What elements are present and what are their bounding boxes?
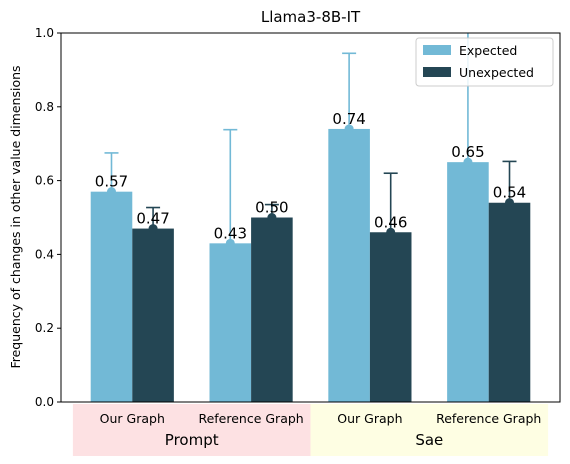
y-axis-label: Frequency of changes in other value dime… (8, 65, 23, 368)
x-axis: Prompt Sae Our Graph Reference Graph Our Gra… (100, 411, 542, 449)
point-marker-unexpected-1 (267, 213, 277, 222)
point-marker-expected-3 (463, 157, 473, 167)
data-label-expected-2: 0.74 (332, 110, 365, 128)
data-label-expected-1: 0.43 (214, 224, 247, 242)
bar-unexpected-3 (488, 202, 531, 402)
legend-label-expected: Expected (459, 43, 517, 58)
legend-swatch-expected (423, 45, 451, 55)
group-band-prompt (72, 404, 311, 456)
y-tick-label: 0.8 (35, 100, 54, 114)
bar-expected-2 (328, 128, 370, 402)
group-label-prompt: Prompt (165, 431, 219, 449)
group-band-sae (310, 404, 549, 456)
data-label-unexpected-3: 0.54 (493, 184, 526, 202)
legend: Expected Unexpected (415, 37, 554, 87)
data-labels: 0.57 0.43 0.74 0.65 0.47 0.50 0.46 0.54 (95, 110, 526, 242)
y-tick-label: 1.0 (35, 26, 54, 40)
y-tick-label: 0.0 (35, 395, 54, 409)
point-marker-unexpected-2 (386, 227, 396, 237)
data-label-unexpected-2: 0.46 (374, 213, 407, 231)
point-marker-expected-0 (106, 187, 116, 197)
category-label-2: Our Graph (337, 411, 402, 426)
category-label-1: Reference Graph (198, 411, 303, 426)
y-tick-label: 0.2 (35, 321, 54, 335)
bar-unexpected-1 (251, 217, 293, 402)
y-tick-label: 0.6 (35, 174, 54, 188)
data-label-unexpected-0: 0.47 (136, 210, 169, 228)
y-axis: 0.0 0.2 0.4 0.6 0.8 1.0 (35, 26, 61, 409)
group-label-sae: Sae (415, 431, 443, 449)
bar-expected-1 (209, 243, 252, 402)
bar-unexpected-2 (369, 232, 412, 402)
y-tick-label: 0.4 (35, 247, 54, 261)
point-marker-unexpected-3 (505, 198, 515, 208)
bar-expected-3 (447, 162, 489, 402)
legend-swatch-unexpected (423, 67, 451, 77)
point-marker-expected-1 (225, 238, 235, 248)
category-label-0: Our Graph (100, 411, 165, 426)
category-label-3: Reference Graph (436, 411, 541, 426)
point-marker-expected-2 (344, 124, 354, 134)
bar-unexpected-0 (132, 228, 174, 402)
plot-area (90, 33, 531, 402)
plot-frame (60, 32, 561, 403)
data-label-unexpected-1: 0.50 (255, 199, 288, 217)
bar-expected-0 (90, 191, 133, 402)
legend-label-unexpected: Unexpected (459, 65, 534, 80)
group-backgrounds (72, 404, 549, 456)
data-label-expected-3: 0.65 (451, 143, 484, 161)
data-label-expected-0: 0.57 (95, 173, 128, 191)
point-marker-unexpected-0 (148, 224, 158, 234)
chart-title: Llama3-8B-IT (261, 8, 361, 26)
